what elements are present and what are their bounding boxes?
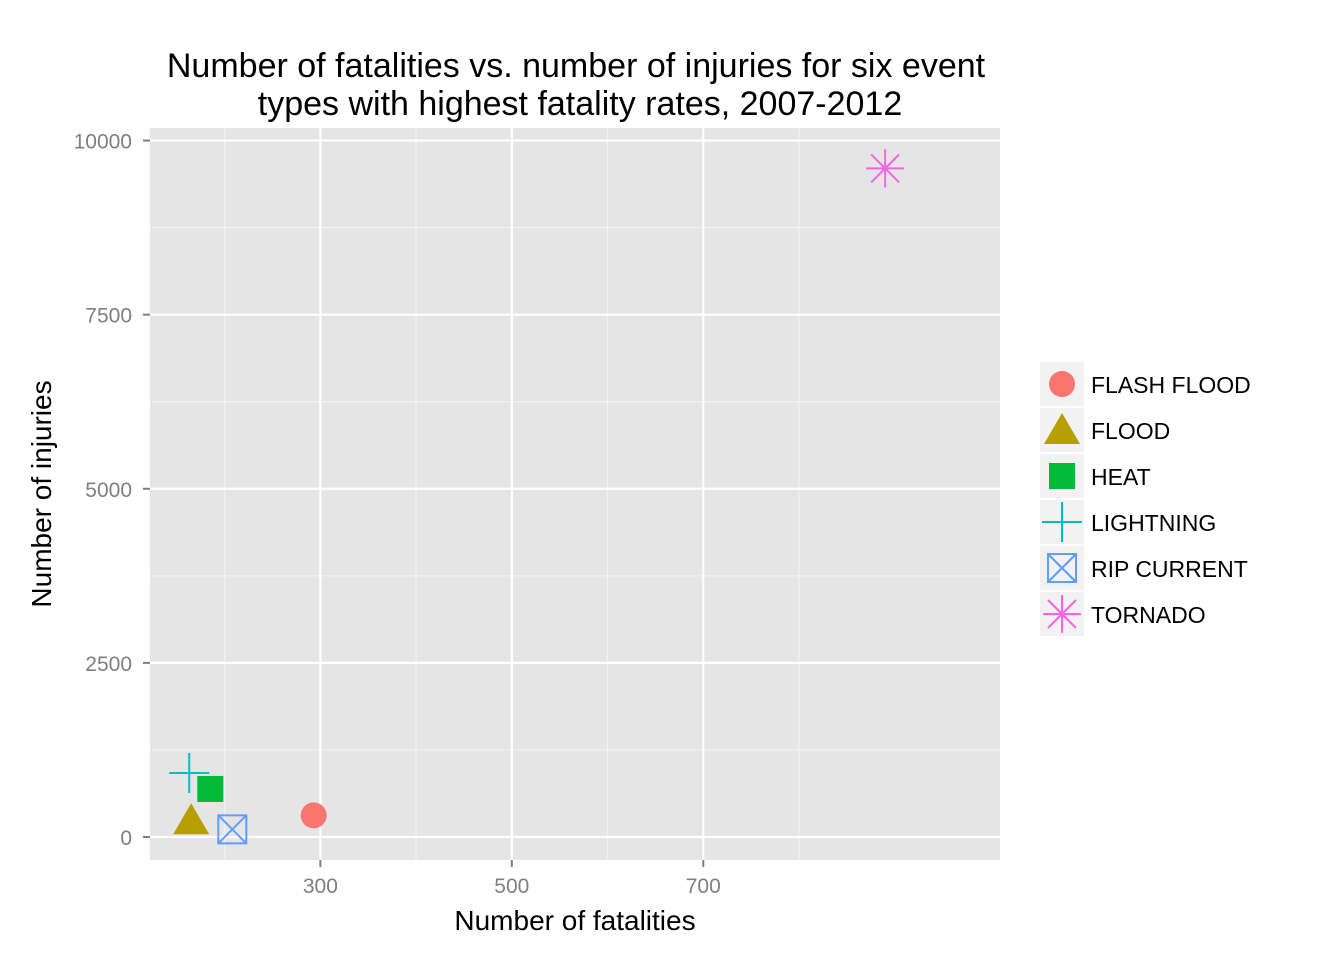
axes: 300 500 700 0 2500 5000 7500 10000	[74, 131, 721, 898]
plot-panel	[150, 128, 1000, 860]
legend: FLASH FLOOD FLOOD HEAT LIGHTNING RIP CURRENT…	[1040, 362, 1251, 636]
legend-label-tornado: TORNADO	[1091, 602, 1206, 628]
point-flood	[173, 803, 210, 835]
data-points	[169, 149, 905, 845]
legend-item-tornado: TORNADO	[1040, 592, 1206, 636]
y-axis-title: Number of injuries	[26, 380, 57, 607]
legend-item-lightning: LIGHTNING	[1040, 500, 1216, 544]
legend-key-tornado	[1043, 595, 1081, 633]
chart-title-line-1: Number of fatalities vs. number of injur…	[167, 47, 986, 85]
legend-key-heat	[1049, 463, 1075, 489]
point-heat	[197, 775, 224, 802]
legend-label-flash-flood: FLASH FLOOD	[1091, 372, 1251, 398]
legend-key-lightning	[1042, 502, 1082, 542]
legend-key-flood	[1044, 413, 1080, 444]
point-lightning	[169, 752, 210, 793]
y-tick-label: 5000	[85, 479, 132, 502]
legend-label-heat: HEAT	[1091, 464, 1151, 490]
y-tick-label: 0	[120, 827, 132, 850]
x-axis-title: Number of fatalities	[454, 905, 695, 936]
legend-item-flash-flood: FLASH FLOOD	[1040, 362, 1251, 406]
y-tick-label: 10000	[74, 131, 132, 154]
y-tick-label: 7500	[85, 305, 132, 328]
y-tick-label: 2500	[85, 653, 132, 676]
legend-label-flood: FLOOD	[1091, 418, 1170, 444]
legend-item-flood: FLOOD	[1040, 408, 1170, 452]
legend-key-flash-flood	[1049, 371, 1075, 397]
point-flash-flood	[300, 802, 327, 829]
point-rip-current	[217, 814, 248, 845]
legend-key-rip-current	[1047, 553, 1077, 583]
legend-item-heat: HEAT	[1040, 454, 1151, 498]
legend-label-rip-current: RIP CURRENT	[1091, 556, 1248, 582]
chart-title-line-2: types with highest fatality rates, 2007-…	[258, 85, 903, 123]
gridlines	[150, 128, 1000, 860]
legend-label-lightning: LIGHTNING	[1091, 510, 1216, 536]
x-tick-label: 700	[686, 875, 721, 898]
legend-item-rip-current: RIP CURRENT	[1040, 546, 1248, 590]
x-tick-label: 300	[303, 875, 338, 898]
x-tick-label: 500	[494, 875, 529, 898]
point-tornado	[866, 149, 905, 188]
